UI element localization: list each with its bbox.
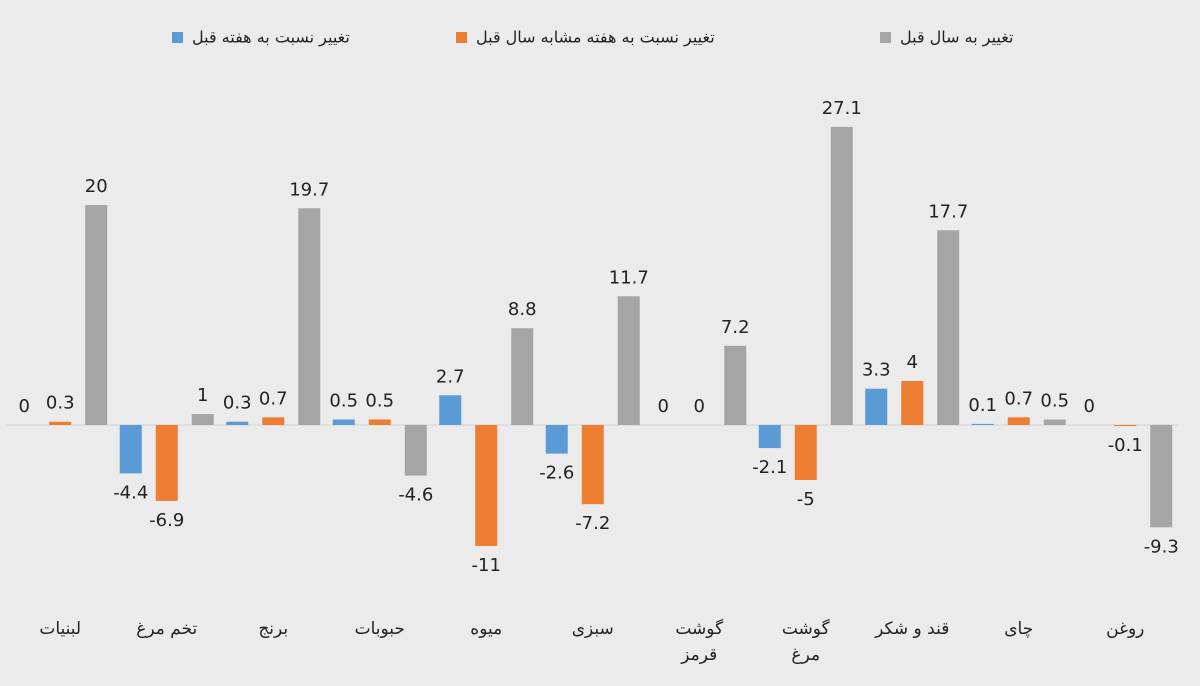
data-label: -2.6 — [539, 463, 574, 484]
x-tick-label: برنج — [258, 619, 289, 639]
data-label: 0.1 — [968, 395, 997, 416]
data-label: 19.7 — [289, 179, 329, 200]
data-label: -0.1 — [1108, 435, 1143, 456]
legend-label: تغییر نسبت به هفته قبل — [192, 28, 350, 48]
bar — [1007, 417, 1030, 425]
bar — [901, 381, 924, 425]
legend-label: تغییر به سال قبل — [900, 28, 1013, 48]
bar — [1150, 425, 1173, 528]
data-label: -2.1 — [752, 457, 787, 478]
data-label: 3.3 — [862, 360, 891, 381]
data-label: 11.7 — [609, 267, 649, 288]
bar — [49, 421, 72, 425]
bar — [85, 205, 108, 425]
x-tick-label: روغن — [1106, 619, 1145, 639]
x-tick-label: حبوبات — [354, 619, 405, 639]
data-label: -4.4 — [113, 482, 148, 503]
data-label: 2.7 — [436, 366, 465, 387]
x-tick-label: سبزی — [571, 619, 614, 639]
bar — [439, 395, 462, 425]
data-label: 0.5 — [1040, 391, 1069, 412]
bar — [298, 208, 321, 425]
bar — [155, 425, 178, 501]
data-label: 0.3 — [46, 393, 75, 414]
data-label: 1 — [197, 385, 208, 406]
bar — [475, 425, 498, 546]
bar — [226, 421, 249, 425]
data-label: -4.6 — [398, 485, 433, 506]
bar — [1043, 419, 1066, 425]
x-tick-label: میوه — [470, 619, 503, 639]
data-label: 17.7 — [928, 201, 968, 222]
bar — [119, 425, 142, 474]
data-label: 0.7 — [259, 388, 288, 409]
data-label: -6.9 — [149, 510, 184, 531]
bar — [971, 423, 994, 425]
data-label: 0.3 — [223, 393, 252, 414]
data-label: 8.8 — [508, 299, 537, 320]
x-tick-label: تخم مرغ — [136, 619, 198, 639]
bar — [830, 126, 853, 426]
bar — [404, 425, 427, 476]
data-label: -11 — [472, 555, 501, 576]
data-label: 20 — [85, 176, 108, 197]
bar — [545, 425, 568, 454]
bar — [581, 425, 604, 505]
legend-label: تغییر نسبت به هفته مشابه سال قبل — [476, 28, 715, 48]
data-label: 0.5 — [365, 391, 394, 412]
bar — [368, 419, 391, 425]
bar — [511, 328, 534, 425]
x-tick-label: لبنیات — [39, 619, 82, 639]
bar — [262, 417, 285, 425]
x-tick-label: چای — [1004, 619, 1034, 639]
data-label: -5 — [797, 489, 815, 510]
x-tick-label: گوشت مرغ — [781, 619, 830, 665]
bar — [617, 296, 640, 425]
x-tick-label: گوشت قرمز — [675, 619, 724, 665]
data-label: 27.1 — [822, 98, 862, 119]
bar — [865, 388, 888, 425]
data-label: 7.2 — [721, 317, 750, 338]
legend-swatch — [880, 32, 891, 43]
data-label: -7.2 — [575, 513, 610, 534]
bar — [1114, 425, 1137, 427]
data-label: 4 — [907, 352, 918, 373]
x-tick-label: قند و شکر — [875, 619, 950, 639]
bar — [794, 425, 817, 480]
bar — [332, 419, 355, 425]
data-label: 0 — [19, 396, 30, 417]
bar — [191, 414, 214, 425]
data-label: 0 — [694, 396, 705, 417]
data-label: 0.7 — [1004, 388, 1033, 409]
bar — [724, 345, 747, 425]
data-label: 0 — [1084, 396, 1095, 417]
legend-swatch — [456, 32, 467, 43]
data-label: 0.5 — [329, 391, 358, 412]
bar — [758, 425, 781, 449]
legend-swatch — [172, 32, 183, 43]
bar — [937, 230, 960, 425]
data-label: 0 — [658, 396, 669, 417]
data-label: -9.3 — [1144, 536, 1179, 557]
